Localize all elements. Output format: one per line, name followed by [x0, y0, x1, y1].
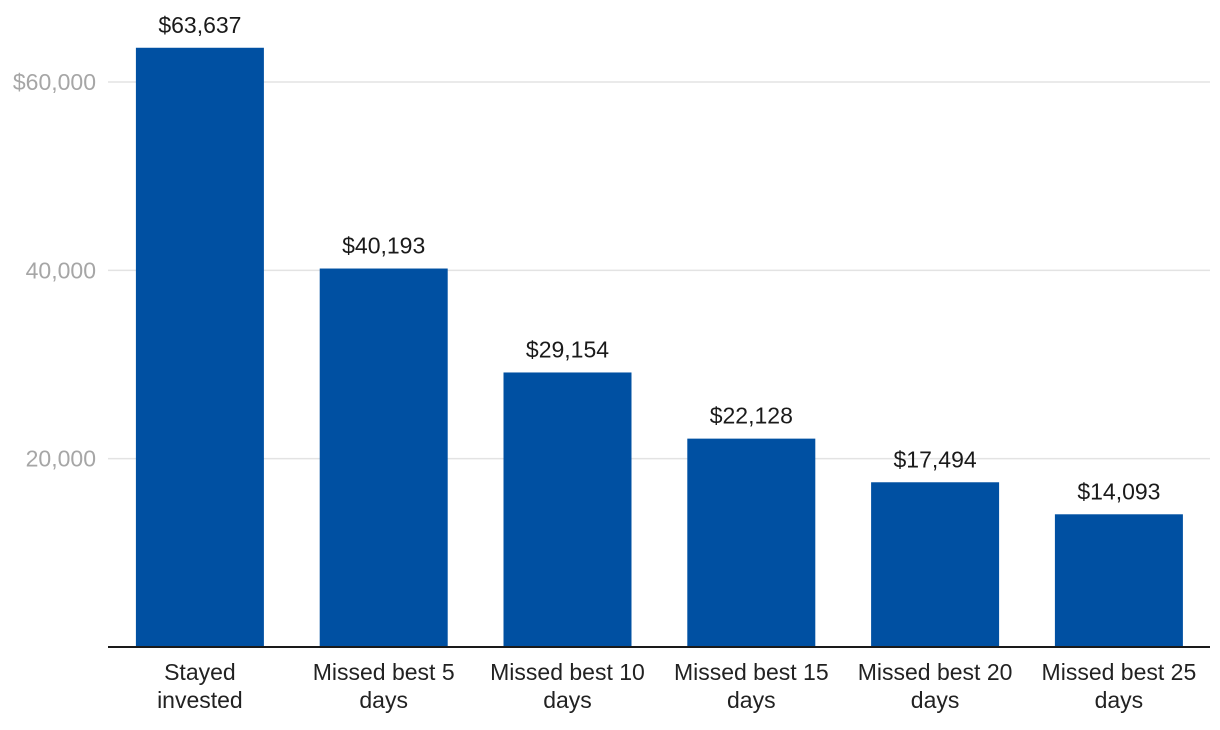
bar: [135, 47, 264, 647]
bars: [135, 47, 1183, 647]
x-tick-label-line: Missed best 10: [490, 659, 645, 685]
x-tick-label-line: Missed best 20: [858, 659, 1013, 685]
x-tick-label-line: Missed best 15: [674, 659, 829, 685]
x-tick-label-line: Stayed: [164, 659, 236, 685]
data-labels: $63,637 $40,193 $29,154 $22,128 $17,494 $14,0…: [158, 12, 1160, 505]
y-tick-label: 40,000: [26, 257, 96, 283]
data-label: $17,494: [894, 446, 977, 472]
x-tick-label-line: Missed best 5: [313, 659, 455, 685]
x-tick-label-line: Missed best 25: [1042, 659, 1197, 685]
data-label: $22,128: [710, 403, 793, 429]
data-label: $14,093: [1077, 478, 1160, 504]
x-tick-label-line: days: [543, 687, 592, 713]
y-tick-label: $60,000: [13, 69, 96, 95]
gridlines: [108, 81, 1210, 460]
x-tick-label-line: days: [1095, 687, 1144, 713]
x-tick-label: Missed best 25 days: [1042, 659, 1197, 713]
y-tick-label: 20,000: [26, 446, 96, 472]
bar: [1054, 514, 1183, 647]
x-tick-label-line: days: [727, 687, 776, 713]
x-tick-label: Missed best 15 days: [674, 659, 829, 713]
x-tick-label-line: days: [359, 687, 408, 713]
x-tick-label-line: days: [911, 687, 960, 713]
data-label: $63,637: [158, 12, 241, 38]
bar: [319, 268, 448, 647]
x-tick-label: Stayed invested: [157, 659, 243, 713]
bar: [503, 372, 632, 647]
x-tick-label: Missed best 20 days: [858, 659, 1013, 713]
x-tick-label: Missed best 10 days: [490, 659, 645, 713]
data-label: $40,193: [342, 233, 425, 259]
x-tick-label-line: invested: [157, 687, 243, 713]
bar: [687, 438, 816, 647]
x-tick-label: Missed best 5 days: [313, 659, 455, 713]
bar: [871, 482, 1000, 647]
y-axis: 20,000 40,000 $60,000: [13, 69, 96, 472]
data-label: $29,154: [526, 336, 609, 362]
